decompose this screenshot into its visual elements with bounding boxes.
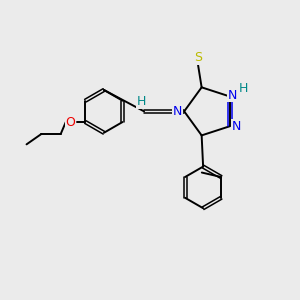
Text: H: H xyxy=(137,95,146,108)
Text: H: H xyxy=(238,82,248,95)
Text: N: N xyxy=(232,120,241,133)
Text: S: S xyxy=(194,51,202,64)
Text: O: O xyxy=(66,116,76,129)
Text: N: N xyxy=(228,88,237,101)
Text: N: N xyxy=(173,105,182,118)
